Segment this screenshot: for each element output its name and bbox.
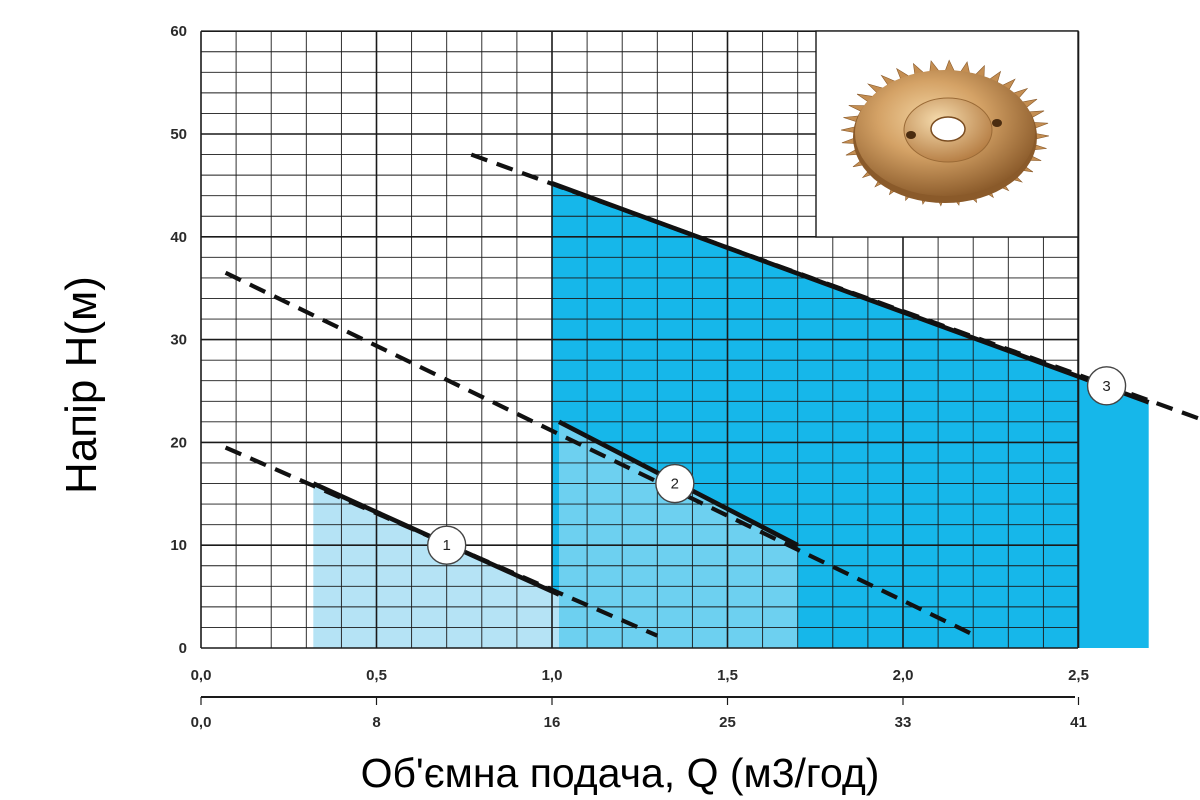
curve-label-text: 3 bbox=[1102, 378, 1110, 395]
fill-areas bbox=[313, 183, 1149, 648]
curve-label-3: 3 bbox=[1086, 366, 1127, 406]
impeller-hole-right bbox=[992, 119, 1002, 127]
fill-area-2 bbox=[559, 421, 798, 648]
impeller-shaft-hole bbox=[930, 116, 966, 142]
curve-label-circle bbox=[1086, 366, 1127, 406]
x-tick-label-bottom: 33 bbox=[895, 714, 912, 731]
y-tick-label: 60 bbox=[170, 23, 187, 40]
x-tick-label-bottom: 8 bbox=[372, 714, 380, 731]
curve-label-text: 1 bbox=[443, 537, 451, 554]
axes: 01020304050600,00,51,01,52,02,53,03,54,0… bbox=[57, 23, 1089, 796]
x-tick-label-top: 2,0 bbox=[893, 667, 914, 684]
x-tick-label-bottom: 25 bbox=[719, 714, 736, 731]
curve-label-1: 1 bbox=[427, 525, 467, 565]
x-tick-label-top: 0,5 bbox=[366, 667, 387, 684]
x-tick-label-bottom: 0,0 bbox=[191, 714, 212, 731]
y-tick-label: 10 bbox=[170, 537, 187, 554]
y-tick-label: 50 bbox=[170, 126, 187, 143]
impeller-photo bbox=[815, 30, 1079, 238]
y-tick-label: 0 bbox=[179, 640, 187, 657]
y-tick-label: 30 bbox=[170, 332, 187, 349]
x-tick-label-top: 1,0 bbox=[542, 667, 563, 684]
curve-labels: 1 2 3 bbox=[427, 366, 1127, 565]
curve-label-circle bbox=[427, 525, 467, 565]
curve-1-dashed bbox=[224, 445, 659, 638]
y-tick-label: 20 bbox=[170, 434, 187, 451]
y-tick-label: 40 bbox=[170, 229, 187, 246]
curve-label-2: 2 bbox=[655, 463, 695, 504]
x-tick-label-top: 2,5 bbox=[1068, 667, 1089, 684]
x-tick-label-top: 1,5 bbox=[717, 667, 738, 684]
curve-label-text: 2 bbox=[671, 476, 679, 493]
x-tick-label-top: 0,0 bbox=[191, 667, 212, 684]
curve-3-solid bbox=[551, 181, 1150, 405]
y-axis-title: Напір H(м) bbox=[57, 276, 106, 494]
x-tick-label-bottom: 16 bbox=[544, 714, 561, 731]
grid bbox=[200, 30, 1080, 649]
impeller-hole-left bbox=[906, 131, 916, 139]
x-tick-label-bottom: 41 bbox=[1070, 714, 1087, 731]
x-axis-title: Об'ємна подача, Q (м3/год) bbox=[361, 750, 880, 796]
curve-label-circle bbox=[655, 463, 695, 504]
curve-2-dashed bbox=[224, 270, 975, 637]
